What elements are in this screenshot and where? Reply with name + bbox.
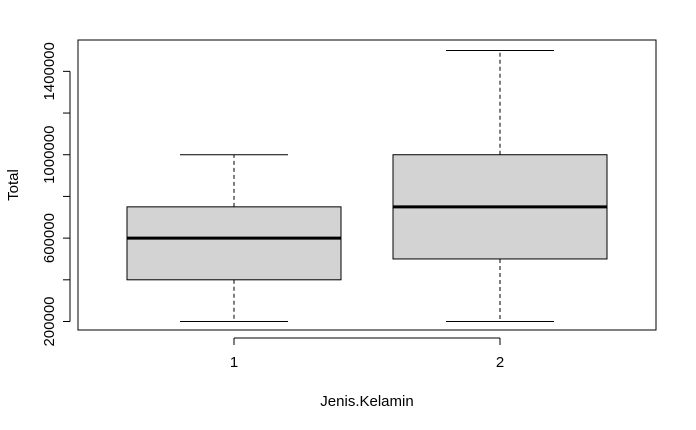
x-axis-title: Jenis.Kelamin bbox=[320, 393, 413, 410]
y-tick-label: 600000 bbox=[41, 213, 58, 263]
box-group-2 bbox=[392, 50, 608, 322]
boxes bbox=[126, 50, 608, 322]
plot-frame bbox=[77, 39, 657, 331]
y-tick-label: 1400000 bbox=[41, 42, 58, 100]
box-group-1 bbox=[126, 154, 342, 322]
y-axis-title: Total bbox=[5, 169, 22, 201]
x-tick-label: 2 bbox=[496, 354, 504, 371]
box-body bbox=[126, 206, 342, 281]
x-tick-label: 1 bbox=[230, 354, 238, 371]
y-tick-label: 1000000 bbox=[41, 126, 58, 184]
y-tick-label: 200000 bbox=[41, 296, 58, 346]
y-axis: 200000 600000 1000000 1400000 bbox=[41, 42, 71, 347]
